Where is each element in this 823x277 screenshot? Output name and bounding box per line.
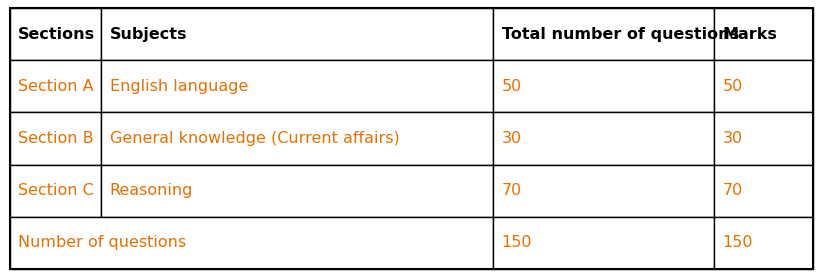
Bar xyxy=(494,165,714,217)
Bar xyxy=(10,217,494,269)
Text: General knowledge (Current affairs): General knowledge (Current affairs) xyxy=(109,131,399,146)
Text: Section A: Section A xyxy=(18,79,94,94)
Bar xyxy=(714,112,813,165)
Text: 30: 30 xyxy=(723,131,742,146)
Bar xyxy=(10,60,101,112)
Text: Section C: Section C xyxy=(18,183,94,198)
Bar xyxy=(101,112,494,165)
Text: 150: 150 xyxy=(723,235,753,250)
Text: 70: 70 xyxy=(723,183,743,198)
Bar xyxy=(101,60,494,112)
Text: 30: 30 xyxy=(502,131,522,146)
Text: 50: 50 xyxy=(502,79,522,94)
Text: 150: 150 xyxy=(502,235,532,250)
Text: Marks: Marks xyxy=(723,27,778,42)
Text: Reasoning: Reasoning xyxy=(109,183,193,198)
Bar xyxy=(714,165,813,217)
Text: 70: 70 xyxy=(502,183,522,198)
Bar xyxy=(10,8,101,60)
Bar xyxy=(714,217,813,269)
Bar xyxy=(10,112,101,165)
Bar xyxy=(101,8,494,60)
Text: Sections: Sections xyxy=(18,27,95,42)
Bar xyxy=(10,165,101,217)
Bar xyxy=(494,8,714,60)
Text: Subjects: Subjects xyxy=(109,27,187,42)
Bar xyxy=(714,60,813,112)
Bar xyxy=(714,8,813,60)
Bar xyxy=(494,112,714,165)
Bar xyxy=(494,217,714,269)
Text: Section B: Section B xyxy=(18,131,94,146)
Bar xyxy=(494,60,714,112)
Bar xyxy=(101,165,494,217)
Text: Total number of questions: Total number of questions xyxy=(502,27,739,42)
Text: 50: 50 xyxy=(723,79,743,94)
Text: Number of questions: Number of questions xyxy=(18,235,186,250)
Text: English language: English language xyxy=(109,79,248,94)
